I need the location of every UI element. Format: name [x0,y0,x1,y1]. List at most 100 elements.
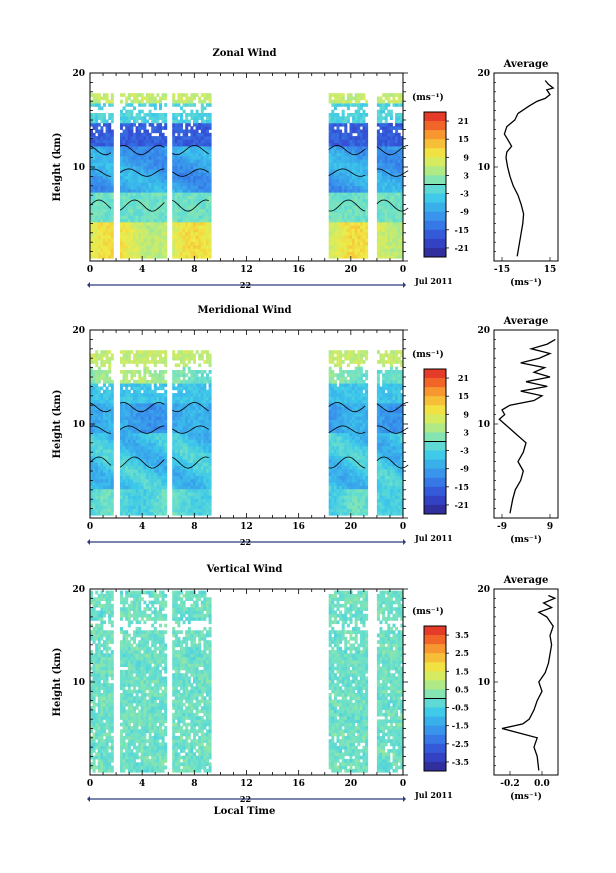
meridional-cell [182,505,186,509]
meridional-cell [130,485,134,490]
zonal-cell [339,218,343,223]
meridional-cell [161,409,165,414]
zonal-cell [195,93,199,97]
zonal-cell [365,126,369,130]
zonal-cell [120,212,123,216]
zonal-cell [92,172,96,177]
meridional-cell [156,511,160,516]
meridional-cell [208,422,212,427]
zonal-cell [108,218,112,223]
zonal-cell [90,198,93,203]
zonal-cell [382,208,386,213]
zonal-cell [90,175,93,180]
zonal-cell [387,254,391,259]
zonal-cell [177,195,181,200]
zonal-cell [180,254,183,259]
zonal-cell [120,245,123,249]
zonal-cell [352,142,356,147]
zonal-cell [92,103,96,107]
meridional-cell [151,426,155,430]
zonal-cell [336,126,340,130]
meridional-cell [120,488,123,493]
zonal-cell [164,202,168,206]
zonal-cell [143,155,147,160]
meridional-cell [95,439,99,443]
meridional-cell [100,393,104,397]
zonal-cell [143,188,147,193]
meridional-cell [105,462,109,467]
zonal-cell [206,205,209,210]
zonal-cell [357,198,361,203]
zonal-cell [130,169,134,173]
zonal-cell [185,212,189,216]
zonal-cell [133,96,136,101]
zonal-cell [359,192,363,196]
zonal-cell [344,162,348,167]
meridional-cell [161,452,165,457]
meridional-cell [122,373,126,377]
zonal-cell [125,149,129,153]
meridional-cell [138,492,142,496]
zonal-cell [177,126,181,130]
meridional-cell [180,495,183,500]
zonal-cell [90,245,93,249]
zonal-cell [180,179,183,183]
meridional-cell [198,495,202,500]
meridional-cell [146,429,149,434]
meridional-cell [103,455,106,460]
zonal-cell [133,106,136,111]
zonal-xtick-label: 0 [87,265,93,275]
meridional-cell [95,452,99,457]
meridional-cell [120,399,123,404]
zonal-cell [108,116,112,120]
zonal-cell [156,218,160,223]
zonal-cell [352,169,356,173]
zonal-cell [208,155,212,160]
zonal-cell [133,119,136,124]
meridional-cell [180,488,183,493]
zonal-cell [346,142,350,147]
meridional-cell [97,442,101,447]
meridional-cell [140,492,144,496]
zonal-cell [92,254,96,259]
meridional-cell [159,383,162,387]
zonal-cell [346,172,350,177]
meridional-cell [120,452,123,457]
meridional-cell [108,459,112,463]
meridional-cell [125,462,129,467]
meridional-cell [130,376,134,381]
meridional-cell [174,478,178,483]
zonal-cell [362,119,366,124]
zonal-cell [92,221,96,226]
zonal-cell [97,162,101,167]
zonal-cell [349,238,353,243]
meridional-cell [130,469,134,473]
zonal-cell [108,169,112,173]
meridional-cell [138,439,142,443]
zonal-cell [331,231,335,236]
zonal-cell [354,165,358,170]
meridional-cell [148,508,152,513]
meridional-cell [138,462,142,467]
zonal-cell [395,179,399,183]
meridional-cell [177,492,181,496]
meridional-cell [120,422,123,427]
zonal-cell [108,113,112,117]
meridional-cell [108,492,112,496]
meridional-cell [90,360,93,364]
zonal-cell [159,165,162,170]
zonal-contour [172,199,209,212]
meridional-cell [92,429,96,434]
meridional-cell [161,436,165,440]
zonal-cell [153,195,157,200]
zonal-cell [172,241,176,246]
meridional-cell [122,465,126,470]
zonal-cell [387,109,391,114]
zonal-cell [336,159,340,163]
meridional-cell [100,416,104,420]
meridional-cell [138,478,142,483]
meridional-cell [161,399,165,404]
zonal-cell [200,139,204,144]
zonal-cell [336,225,340,229]
meridional-cell [193,492,196,496]
